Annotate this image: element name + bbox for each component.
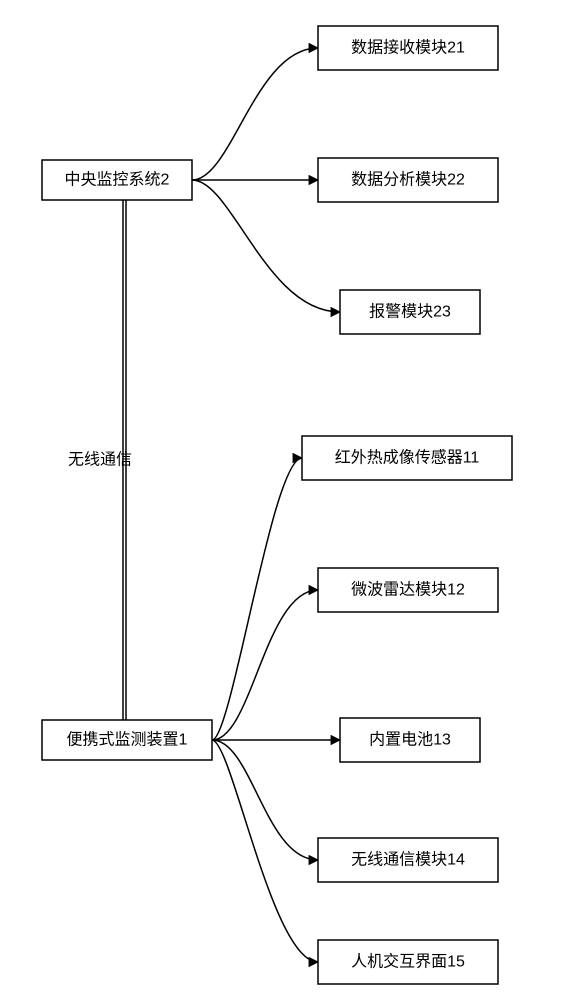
double-edge-label: 无线通信 [68, 451, 132, 469]
node-label-battery: 内置电池13 [369, 731, 451, 749]
node-label-wireless: 无线通信模块14 [351, 851, 465, 869]
edge-portable-radar [212, 590, 318, 740]
edge-portable-hmi [212, 740, 318, 962]
edge-portable-wireless [212, 740, 318, 860]
node-label-portable: 便携式监测装置1 [67, 731, 188, 749]
node-label-central: 中央监控系统2 [65, 171, 170, 189]
node-label-hmi: 人机交互界面15 [351, 953, 465, 971]
node-label-radar: 微波雷达模块12 [351, 581, 465, 599]
node-label-alarm: 报警模块23 [369, 303, 451, 321]
node-label-analysis: 数据分析模块22 [351, 171, 465, 189]
edge-portable-ir [212, 458, 302, 740]
node-label-recv: 数据接收模块21 [351, 39, 465, 57]
edge-central-recv [192, 48, 318, 180]
node-label-ir: 红外热成像传感器11 [335, 449, 480, 467]
